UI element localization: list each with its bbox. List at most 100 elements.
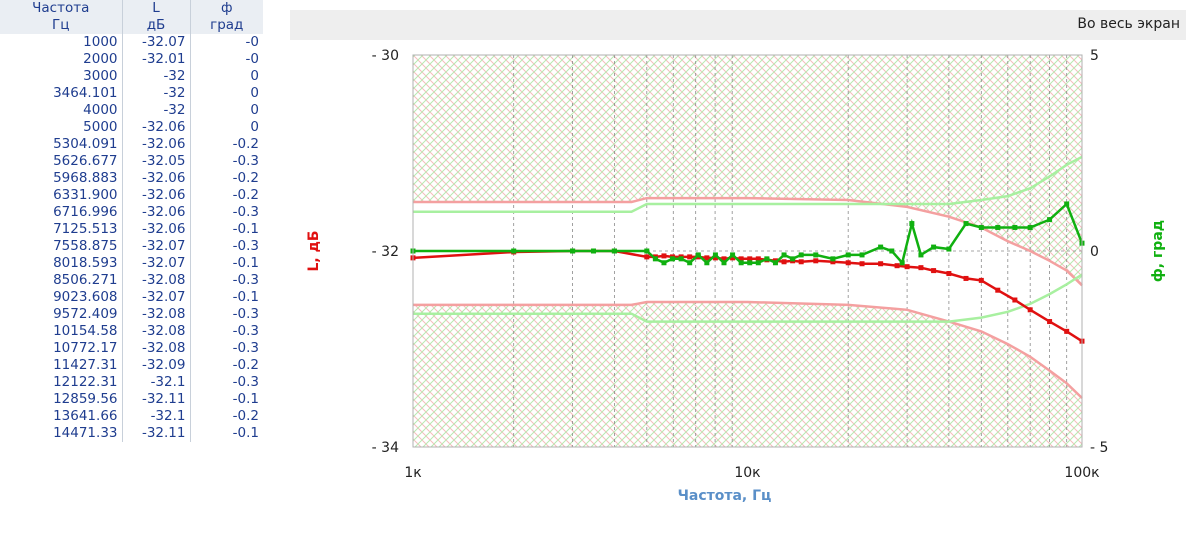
table-row[interactable]: 10154.58 -32.08 -0.3 [0, 323, 263, 340]
phase-point [963, 221, 969, 227]
frequency-cell: 6716.996 [0, 204, 123, 221]
level-point [1012, 297, 1018, 303]
level-cell: -32.06 [122, 204, 191, 221]
table-row[interactable]: 4000 -32 0 [0, 102, 263, 119]
phase-cell: -0.3 [232, 374, 259, 390]
table-row[interactable]: 14471.33 -32.11 -0.1 [0, 425, 263, 442]
phase-point [730, 252, 736, 258]
fullscreen-button[interactable]: Во весь экран [1077, 16, 1180, 32]
level-cell: -32.11 [122, 425, 191, 442]
level-point [721, 256, 727, 262]
phase-cell: -0.1 [232, 255, 259, 271]
frequency-cell: 5626.677 [0, 153, 123, 170]
frequency-cell: 7558.875 [0, 238, 123, 255]
level-point [859, 261, 865, 267]
phase-cell: -0.2 [232, 187, 259, 203]
table-row[interactable]: 7558.875 -32.07 -0.3 [0, 238, 263, 255]
column-header-frequency[interactable]: Частота Гц [0, 0, 123, 34]
table-row[interactable]: 3464.101 -32 0 [0, 85, 263, 102]
phase-cell: -0 [245, 51, 259, 67]
table-row[interactable]: 7125.513 -32.06 -0.1 [0, 221, 263, 238]
phase-cell: 0 [250, 85, 259, 101]
phase-point [738, 260, 744, 266]
phase-cell: -0.1 [232, 289, 259, 305]
data-table-panel[interactable]: Частота Гц L дБ ф град 1000 -32.07 -0 2000-… [0, 0, 268, 537]
phase-point [721, 260, 727, 266]
table-row[interactable]: 5626.677 -32.05 -0.3 [0, 153, 263, 170]
level-point [978, 277, 984, 283]
y-left-tick-label: - 34 [372, 440, 399, 456]
level-point [946, 271, 952, 277]
table-row[interactable]: 2000 -32.01 -0 [0, 51, 263, 68]
phase-cell: -0.1 [232, 425, 259, 441]
frequency-cell: 5304.091 [0, 136, 123, 153]
table-row[interactable]: 9023.608 -32.07 -0.1 [0, 289, 263, 306]
level-point [878, 261, 884, 267]
y-right-axis-title: ф, град [1150, 220, 1166, 282]
table-row[interactable]: 5000 -32.06 0 [0, 119, 263, 136]
table-row[interactable]: 10772.17 -32.08 -0.3 [0, 340, 263, 357]
frequency-cell: 12859.56 [0, 391, 123, 408]
phase-point [946, 246, 952, 252]
phase-point [1012, 224, 1018, 230]
level-point [747, 256, 753, 262]
table-row[interactable]: 5968.883 -32.06 -0.2 [0, 170, 263, 187]
table-row[interactable]: 13641.66 -32.1 -0.2 [0, 408, 263, 425]
phase-point [798, 252, 804, 258]
column-header-level-unit: дБ [146, 17, 166, 33]
table-row[interactable]: 8018.593 -32.07 -0.1 [0, 255, 263, 272]
y-left-axis-title: L, дБ [306, 230, 322, 271]
phase-point [652, 256, 658, 262]
phase-cell: -0.2 [232, 357, 259, 373]
frequency-cell: 3464.101 [0, 85, 123, 102]
level-cell: -32.08 [122, 323, 191, 340]
table-row[interactable]: 9572.409 -32.08 -0.3 [0, 306, 263, 323]
table-row[interactable]: 5304.091 -32.06 -0.2 [0, 136, 263, 153]
level-cell: -32.07 [122, 255, 191, 272]
level-point [1047, 319, 1053, 325]
table-row[interactable]: 12122.31 -32.1 -0.3 [0, 374, 263, 391]
level-cell: -32.07 [122, 289, 191, 306]
data-table: Частота Гц L дБ ф град 1000 -32.07 -0 2000-… [0, 0, 263, 442]
table-header: Частота Гц L дБ ф град [0, 0, 263, 34]
table-row[interactable]: 3000 -32 0 [0, 68, 263, 85]
level-point [644, 254, 650, 260]
level-limit-upper-line [413, 196, 1083, 287]
frequency-cell: 10154.58 [0, 323, 123, 340]
table-row[interactable]: 8506.271 -32.08 -0.3 [0, 272, 263, 289]
table-row[interactable]: 6716.996 -32.06 -0.3 [0, 204, 263, 221]
phase-cell: 0 [250, 119, 259, 135]
column-header-phase-unit: град [210, 17, 244, 33]
phase-point [687, 260, 693, 266]
y-left-tick-label: - 30 [372, 48, 399, 64]
column-header-frequency-name: Частота [32, 0, 90, 16]
phase-cell: 0 [250, 102, 259, 118]
phase-cell: -0.1 [232, 391, 259, 407]
column-header-phase[interactable]: ф град [190, 0, 263, 34]
phase-point [570, 248, 576, 254]
phase-cell: 0 [250, 68, 259, 84]
level-cell: -32.1 [122, 408, 191, 425]
phase-point [511, 248, 517, 254]
level-point [704, 255, 710, 261]
level-point [918, 265, 924, 271]
column-header-level[interactable]: L дБ [122, 0, 191, 34]
frequency-cell: 9572.409 [0, 306, 123, 323]
level-cell: -32.08 [122, 306, 191, 323]
table-row[interactable]: 12859.56 -32.11 -0.1 [0, 391, 263, 408]
frequency-cell: 1000 [0, 34, 123, 51]
x-tick-label: 1к [404, 465, 421, 481]
table-row[interactable]: 1000 -32.07 -0 [0, 34, 263, 51]
frequency-response-chart[interactable]: 1к 10к 100к - 30 - 32 - 34 5 0 - 5 Частота, Гц L, … [290, 44, 1186, 537]
level-cell: -32 [122, 68, 191, 85]
x-tick-label: 10к [734, 465, 760, 481]
level-cell: -32.06 [122, 119, 191, 136]
level-cell: -32.11 [122, 391, 191, 408]
level-point [830, 259, 836, 265]
phase-point [747, 260, 753, 266]
table-row[interactable]: 11427.31 -32.09 -0.2 [0, 357, 263, 374]
phase-cell: -0.3 [232, 306, 259, 322]
table-row[interactable]: 6331.900 -32.06 -0.2 [0, 187, 263, 204]
phase-cell: -0 [245, 34, 259, 50]
phase-cell: -0.3 [232, 323, 259, 339]
